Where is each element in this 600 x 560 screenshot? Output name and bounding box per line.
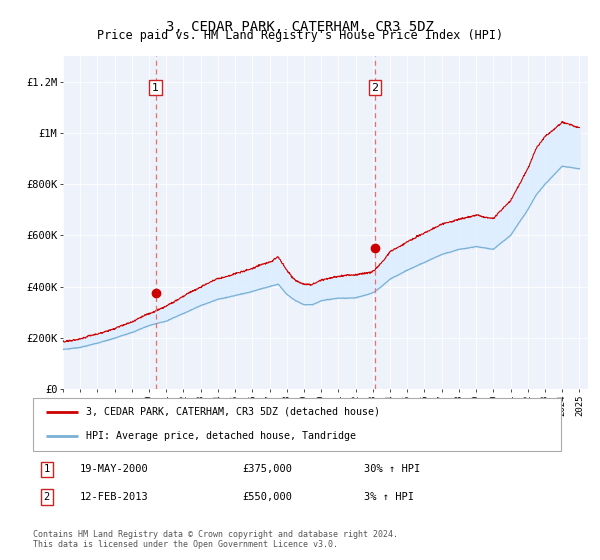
Text: 1: 1	[152, 83, 159, 92]
Text: 2: 2	[371, 83, 379, 92]
Text: 1: 1	[44, 464, 50, 474]
Text: Price paid vs. HM Land Registry's House Price Index (HPI): Price paid vs. HM Land Registry's House …	[97, 29, 503, 42]
Text: 30% ↑ HPI: 30% ↑ HPI	[364, 464, 421, 474]
Text: HPI: Average price, detached house, Tandridge: HPI: Average price, detached house, Tand…	[86, 431, 356, 441]
Text: 3, CEDAR PARK, CATERHAM, CR3 5DZ (detached house): 3, CEDAR PARK, CATERHAM, CR3 5DZ (detach…	[86, 407, 380, 417]
Text: 3% ↑ HPI: 3% ↑ HPI	[364, 492, 414, 502]
Text: £375,000: £375,000	[243, 464, 293, 474]
Text: Contains HM Land Registry data © Crown copyright and database right 2024.
This d: Contains HM Land Registry data © Crown c…	[33, 530, 398, 549]
Text: 12-FEB-2013: 12-FEB-2013	[80, 492, 149, 502]
Text: 3, CEDAR PARK, CATERHAM, CR3 5DZ: 3, CEDAR PARK, CATERHAM, CR3 5DZ	[166, 20, 434, 34]
Text: 19-MAY-2000: 19-MAY-2000	[80, 464, 149, 474]
Text: £550,000: £550,000	[243, 492, 293, 502]
Text: 2: 2	[44, 492, 50, 502]
